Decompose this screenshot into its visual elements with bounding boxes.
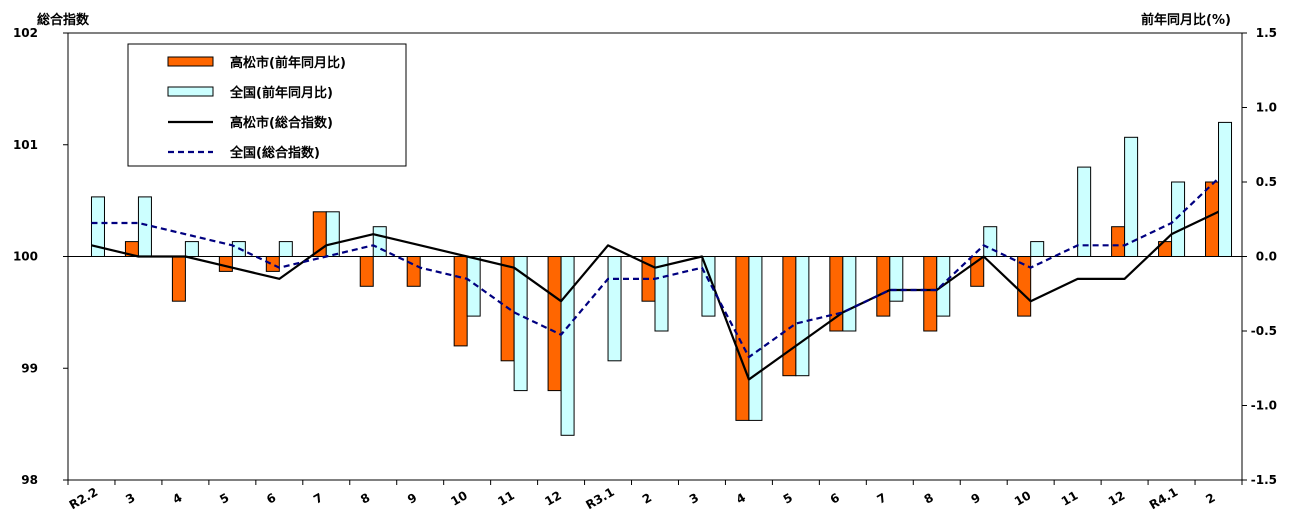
bar-national-yoy bbox=[748, 256, 763, 421]
bar-national-yoy bbox=[137, 196, 152, 257]
bar-national-yoy bbox=[372, 226, 387, 257]
bar-national-yoy bbox=[654, 256, 669, 332]
right-axis-tick-label: -0.5 bbox=[1251, 324, 1277, 338]
bar-takamatsu-yoy bbox=[453, 256, 468, 347]
bar-national-yoy bbox=[1077, 166, 1092, 258]
right-axis-title: 前年同月比(%) bbox=[1141, 13, 1231, 28]
right-axis-tick-label: -1.5 bbox=[1251, 473, 1277, 487]
bar-national-yoy bbox=[1171, 181, 1186, 257]
bar-national-yoy bbox=[90, 196, 105, 257]
left-axis-tick-label: 99 bbox=[21, 361, 38, 375]
legend-label: 高松市(前年同月比) bbox=[230, 55, 346, 71]
legend-label: 全国(総合指数) bbox=[229, 145, 320, 161]
x-axis-tick-label: 10 bbox=[448, 488, 469, 508]
left-axis-title: 総合指数 bbox=[37, 13, 90, 28]
bar-national-yoy bbox=[1124, 136, 1139, 257]
x-axis-tick-label: 9 bbox=[969, 490, 983, 506]
bar-national-yoy bbox=[983, 226, 998, 257]
bar-national-yoy bbox=[701, 256, 716, 317]
legend: 高松市(前年同月比) 全国(前年同月比) 高松市(総合指数) 全国(総合指数) bbox=[127, 43, 407, 167]
left-axis-tick-label: 101 bbox=[13, 138, 38, 152]
bar-takamatsu-yoy bbox=[406, 256, 421, 287]
bar-national-yoy bbox=[466, 256, 481, 317]
x-axis-tick-label: 3 bbox=[687, 490, 701, 506]
bar-national-yoy bbox=[325, 211, 340, 258]
right-axis-tick-label: 0.5 bbox=[1256, 175, 1277, 189]
bar-national-yoy bbox=[184, 241, 199, 258]
bar-national-yoy bbox=[1218, 121, 1233, 258]
bar-takamatsu-yoy bbox=[782, 256, 797, 377]
x-axis-tick-label: 9 bbox=[405, 490, 419, 506]
x-axis-tick-label: 2 bbox=[640, 490, 654, 506]
bar-takamatsu-yoy bbox=[1205, 181, 1220, 257]
bar-takamatsu-yoy bbox=[923, 256, 938, 332]
left-axis-tick-label: 102 bbox=[13, 26, 38, 40]
bar-national-yoy bbox=[513, 256, 528, 392]
bars-group bbox=[90, 121, 1233, 436]
bar-takamatsu-yoy bbox=[735, 256, 750, 421]
left-axis-tick-label: 100 bbox=[13, 250, 38, 264]
x-axis-tick-label: 4 bbox=[734, 490, 748, 506]
legend-label: 全国(前年同月比) bbox=[229, 85, 333, 101]
bar-takamatsu-yoy bbox=[171, 256, 186, 302]
bar-national-yoy bbox=[842, 256, 857, 332]
bar-national-yoy bbox=[795, 256, 810, 377]
bar-national-yoy bbox=[278, 241, 293, 258]
x-axis-tick-label: R4.1 bbox=[1147, 485, 1180, 512]
bar-national-yoy bbox=[560, 256, 575, 436]
x-axis-tick-label: 6 bbox=[828, 490, 842, 506]
x-axis-tick-label: 3 bbox=[123, 490, 137, 506]
left-axis-tick-label: 98 bbox=[21, 473, 38, 487]
x-axis-tick-label: 7 bbox=[875, 490, 889, 506]
x-axis-tick-label: 5 bbox=[781, 490, 795, 506]
x-axis-tick-label: 10 bbox=[1012, 488, 1033, 508]
right-axis-tick-label: -1.0 bbox=[1251, 399, 1277, 413]
x-axis-tick-label: R3.1 bbox=[583, 485, 616, 512]
x-axis-tick-label: 12 bbox=[542, 488, 563, 508]
x-axis-tick-label: 2 bbox=[1203, 490, 1217, 506]
bar-national-yoy bbox=[889, 256, 904, 302]
line-takamatsu-index bbox=[91, 210, 1219, 381]
bar-takamatsu-yoy bbox=[265, 256, 280, 272]
x-axis-tick-label: 4 bbox=[170, 490, 184, 506]
right-axis-tick-label: 1.5 bbox=[1256, 26, 1277, 40]
bar-national-yoy bbox=[607, 256, 622, 362]
legend-swatch-takamatsu-yoy bbox=[167, 56, 214, 67]
legend-label: 高松市(総合指数) bbox=[230, 115, 333, 131]
right-axis-tick-label: 1.0 bbox=[1256, 101, 1277, 115]
bar-takamatsu-yoy bbox=[876, 256, 891, 317]
lines-group bbox=[91, 177, 1220, 381]
x-axis-tick-label: 11 bbox=[495, 488, 516, 508]
right-axis-tick-label: 0.0 bbox=[1256, 250, 1277, 264]
bar-takamatsu-yoy bbox=[1017, 256, 1032, 317]
bar-national-yoy bbox=[1030, 241, 1045, 258]
line-national-index bbox=[91, 177, 1220, 359]
x-axis-tick-label: 12 bbox=[1106, 488, 1127, 508]
x-axis-tick-label: 11 bbox=[1059, 488, 1080, 508]
x-axis-tick-label: 5 bbox=[217, 490, 231, 506]
bar-takamatsu-yoy bbox=[547, 256, 562, 392]
x-axis-tick-label: 8 bbox=[358, 490, 372, 506]
x-axis-tick-label: 8 bbox=[922, 490, 936, 506]
bar-takamatsu-yoy bbox=[1111, 226, 1126, 257]
bar-takamatsu-yoy bbox=[359, 256, 374, 287]
x-axis-tick-label: R2.2 bbox=[67, 485, 100, 512]
x-axis-tick-label: 7 bbox=[311, 490, 325, 506]
x-axis-tick-label: 6 bbox=[264, 490, 278, 506]
legend-swatch-national-yoy bbox=[167, 86, 214, 97]
